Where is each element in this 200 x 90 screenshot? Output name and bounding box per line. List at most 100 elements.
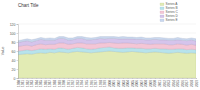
tick-mark (128, 78, 129, 79)
tick: 20 (12, 68, 18, 72)
grid-line (18, 24, 196, 25)
tick: 2007 (140, 78, 144, 87)
tick: 2016 (181, 78, 185, 87)
tick-label: 60 (12, 50, 16, 54)
tick: 2017 (185, 78, 189, 87)
tick-mark (32, 78, 33, 79)
tick-mark (68, 78, 69, 79)
area (18, 37, 196, 43)
tick-mark (18, 78, 19, 79)
tick-label: 1990 (62, 80, 66, 87)
tick-mark (17, 33, 19, 34)
tick-label: 2002 (117, 80, 121, 87)
tick: 1985 (39, 78, 43, 87)
tick: 2008 (144, 78, 148, 87)
tick: 1993 (76, 78, 80, 87)
axis-line (17, 25, 19, 79)
tick-mark (36, 78, 37, 79)
tick: 1990 (62, 78, 66, 87)
tick-mark (173, 78, 174, 79)
tick: 40 (12, 59, 18, 63)
tick-label: 1988 (53, 80, 57, 87)
tick: 1989 (58, 78, 62, 87)
tick-mark (59, 78, 60, 79)
tick: 2003 (121, 78, 125, 87)
legend-swatch (160, 19, 164, 22)
tick: 2011 (158, 78, 162, 87)
tick-mark (50, 78, 51, 79)
tick-mark (64, 78, 65, 79)
tick-mark (45, 78, 46, 79)
tick: 2019 (195, 78, 199, 87)
tick-mark (164, 78, 165, 79)
tick-label: 1982 (26, 80, 30, 87)
tick-mark (17, 51, 19, 52)
tick: 1994 (80, 78, 84, 87)
tick-label: 2000 (108, 80, 112, 87)
tick: 60 (12, 50, 18, 54)
tick-label: 2017 (185, 80, 189, 87)
tick-label: 1992 (71, 80, 75, 87)
tick-mark (41, 78, 42, 79)
tick-label: 2014 (172, 80, 176, 87)
tick: 2012 (163, 78, 167, 87)
tick-mark (169, 78, 170, 79)
tick-label: 2013 (167, 80, 171, 87)
legend-swatch (160, 7, 164, 10)
tick-mark (86, 78, 87, 79)
x-axis: 1980198119821983198419851986198719881989… (17, 78, 199, 87)
title: Chart Title (18, 3, 39, 8)
tick-mark (77, 78, 78, 79)
tick: 2015 (176, 78, 180, 87)
chart: 0 20 40 60 80 100 120 198019811982198319841985 1… (0, 0, 200, 90)
tick: 2006 (135, 78, 139, 87)
tick-mark (182, 78, 183, 79)
tick-mark (109, 78, 110, 79)
tick-label: 2004 (126, 80, 130, 87)
tick-mark (146, 78, 147, 79)
tick-label: 100 (10, 32, 16, 36)
tick-label: 1987 (48, 80, 52, 87)
tick: 80 (12, 41, 18, 45)
legend-swatch (160, 15, 164, 18)
tick-mark (55, 78, 56, 79)
tick-label: 120 (10, 23, 16, 27)
tick-mark (27, 78, 28, 79)
tick-mark (187, 78, 188, 79)
tick-mark (178, 78, 179, 79)
tick-label: 2009 (149, 80, 153, 87)
tick: 1998 (99, 78, 103, 87)
y-axis: 0 20 40 60 80 100 120 (10, 23, 19, 81)
tick-label: 1994 (80, 80, 84, 87)
axis-title: Value (1, 47, 5, 56)
tick: 2018 (190, 78, 194, 87)
tick-mark (159, 78, 160, 79)
tick: 1991 (67, 78, 71, 87)
tick-mark (155, 78, 156, 79)
tick-label: 1989 (58, 80, 62, 87)
tick-mark (96, 78, 97, 79)
tick: 1981 (21, 78, 25, 87)
tick-mark (141, 78, 142, 79)
tick-label: 1991 (67, 80, 71, 87)
tick: 1995 (85, 78, 89, 87)
tick: 2013 (167, 78, 171, 87)
legend-swatch (160, 11, 164, 14)
tick-label: 1980 (17, 80, 21, 87)
tick-label: 2006 (135, 80, 139, 87)
tick: 2005 (131, 78, 135, 87)
tick: 1983 (30, 78, 34, 87)
tick-mark (114, 78, 115, 79)
tick-label: 1984 (35, 80, 39, 87)
tick-label: 0 (14, 77, 16, 81)
tick-label: 2015 (176, 80, 180, 87)
tick-mark (105, 78, 106, 79)
tick: 2000 (108, 78, 112, 87)
tick: 100 (10, 32, 18, 36)
tick-mark (137, 78, 138, 79)
tick: 1996 (90, 78, 94, 87)
legend-label: Series E (166, 18, 178, 22)
tick-label: 40 (12, 59, 16, 63)
tick-mark (132, 78, 133, 79)
tick: 1988 (53, 78, 57, 87)
